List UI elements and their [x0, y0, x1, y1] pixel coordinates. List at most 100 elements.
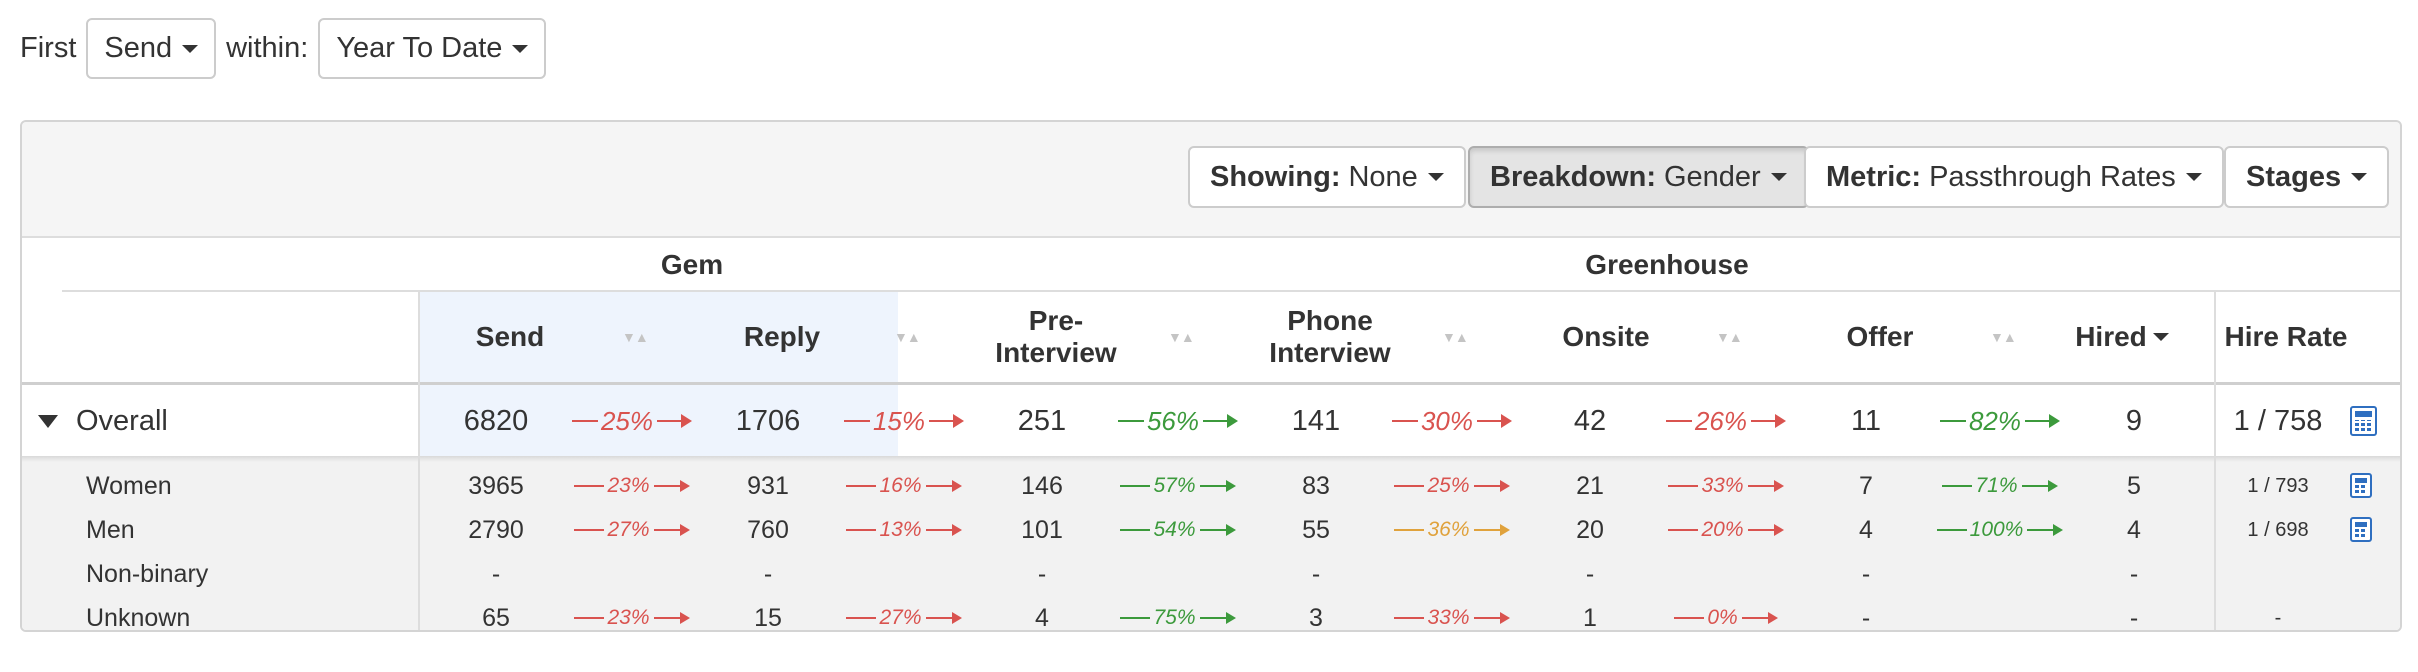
- breakdown-phone-interview-count: 83: [1302, 471, 1330, 500]
- breakdown-hire-rate: 1 / 793: [2247, 474, 2309, 497]
- breakdown-hire-rate: -: [2274, 606, 2282, 629]
- breakdown-pre-interview-count: -: [1037, 559, 1047, 588]
- arrow-line: [1394, 485, 1425, 487]
- timeframe-dropdown[interactable]: Year To Date: [318, 18, 547, 79]
- overall-onsite-count: 42: [1573, 404, 1607, 437]
- arrow-line: [1674, 617, 1705, 619]
- arrow-line: [925, 485, 952, 487]
- col-header-onsite[interactable]: Onsite: [1562, 321, 1650, 352]
- overall-row-toggle[interactable]: Overall: [38, 385, 398, 457]
- showing-dropdown[interactable]: Showing: None: [1188, 146, 1466, 208]
- passthrough-rate-arrow: 13%: [834, 510, 974, 550]
- passthrough-rate-arrow: 33%: [1382, 598, 1522, 630]
- col-header-offer[interactable]: Offer: [1846, 321, 1914, 352]
- overall-pre-interview-count: 251: [1017, 404, 1067, 437]
- passthrough-rate-value: 20%: [1701, 518, 1744, 541]
- col-header-send[interactable]: Send: [475, 321, 545, 352]
- arrow-line: [846, 485, 877, 487]
- passthrough-rate-value: 54%: [1153, 518, 1196, 541]
- passthrough-rate-value: 15%: [872, 405, 926, 436]
- showing-label: Showing:: [1210, 160, 1341, 193]
- passthrough-rate-arrow: 25%: [1382, 466, 1522, 506]
- arrow-line: [1473, 529, 1500, 531]
- panel-toolbar: Showing: None Breakdown: Gender Metric: …: [22, 122, 2400, 238]
- sort-icon[interactable]: ▼▲: [1716, 329, 1743, 345]
- arrow-line: [1117, 420, 1144, 422]
- breakdown-reply-count: -: [763, 559, 773, 588]
- caret-down-icon: [1770, 173, 1787, 181]
- calculator-keys: [2355, 529, 2367, 537]
- arrow-line: [1477, 420, 1502, 422]
- arrow-line: [574, 485, 605, 487]
- col-header-hire-rate[interactable]: Hire Rate: [2224, 321, 2348, 352]
- passthrough-rate-arrow: 56%: [1108, 385, 1248, 457]
- caret-down-icon: [2351, 173, 2368, 181]
- arrow-head-icon: [1775, 414, 1787, 428]
- passthrough-rate-value: 36%: [1427, 518, 1470, 541]
- arrow-line: [1473, 485, 1500, 487]
- breakdown-hired-count: 4: [2127, 515, 2141, 544]
- arrow-line: [1747, 529, 1774, 531]
- breakdown-offer-count: 7: [1859, 471, 1873, 500]
- arrow-head-icon: [1225, 612, 1236, 624]
- breakdown-pre-interview-count: 101: [1021, 515, 1063, 544]
- overall-send-count: 6820: [463, 404, 529, 437]
- breakdown-row-label: Non-binary: [86, 559, 209, 588]
- passthrough-rate-arrow: 25%: [562, 385, 702, 457]
- breakdown-row-label: Women: [86, 471, 172, 500]
- col-header-hired[interactable]: Hired: [2062, 292, 2182, 382]
- passthrough-rate-value: 75%: [1153, 606, 1196, 629]
- overall-hire-rate: 1 / 758: [2233, 404, 2323, 437]
- calculator-screen: [2355, 411, 2372, 417]
- calculator-icon[interactable]: [2350, 473, 2372, 498]
- calculator-screen: [2355, 522, 2367, 527]
- sort-icon[interactable]: ▼▲: [622, 329, 649, 345]
- first-event-value: Send: [104, 32, 173, 64]
- arrow-line: [571, 420, 598, 422]
- col-header-pre-interview[interactable]: Pre- Interview: [995, 305, 1117, 368]
- passthrough-rate-arrow: 75%: [1108, 598, 1248, 630]
- overall-reply-count: 1706: [735, 404, 801, 437]
- sort-icon[interactable]: ▼▲: [894, 329, 921, 345]
- caret-down-icon: [182, 44, 199, 53]
- arrow-line: [1199, 529, 1226, 531]
- arrow-line: [925, 529, 952, 531]
- arrow-line: [1120, 617, 1151, 619]
- first-label: First: [20, 32, 77, 64]
- caret-down-icon: [2185, 173, 2202, 181]
- arrow-line: [843, 420, 870, 422]
- metric-dropdown[interactable]: Metric: Passthrough Rates: [1804, 146, 2224, 208]
- metric-label: Metric:: [1826, 160, 1922, 193]
- col-header-reply[interactable]: Reply: [743, 321, 821, 352]
- stages-dropdown[interactable]: Stages: [2224, 146, 2390, 208]
- arrow-line: [1668, 485, 1699, 487]
- calculator-screen: [2355, 478, 2367, 483]
- calculator-icon[interactable]: [2350, 406, 2377, 436]
- breakdown-offer-count: -: [1861, 559, 1871, 588]
- group-header-greenhouse: Greenhouse: [1585, 249, 1749, 280]
- breakdown-offer-count: -: [1861, 603, 1871, 632]
- sort-icon[interactable]: ▼▲: [1168, 329, 1195, 345]
- showing-value: None: [1348, 160, 1418, 193]
- breakdown-send-count: 2790: [468, 515, 524, 544]
- calculator-icon[interactable]: [2350, 517, 2372, 542]
- passthrough-rate-arrow: 15%: [834, 385, 974, 457]
- breakdown-send-count: 3965: [468, 471, 524, 500]
- first-event-dropdown[interactable]: Send: [86, 18, 217, 79]
- breakdown-dropdown[interactable]: Breakdown: Gender: [1468, 146, 1809, 208]
- passthrough-rate-arrow: 33%: [1656, 466, 1796, 506]
- passthrough-rate-value: 25%: [1427, 474, 1470, 497]
- arrow-line: [1120, 485, 1151, 487]
- passthrough-rate-arrow: 23%: [562, 598, 702, 630]
- arrow-line: [1939, 420, 1966, 422]
- filter-bar: First Send within: Year To Date: [20, 18, 556, 79]
- breakdown-onsite-count: 20: [1576, 515, 1604, 544]
- col-header-phone-interview[interactable]: Phone Interview: [1269, 305, 1391, 368]
- sort-icon[interactable]: ▼▲: [1990, 329, 2017, 345]
- arrow-head-icon: [1225, 524, 1236, 536]
- arrow-head-icon: [1773, 480, 1784, 492]
- arrow-head-icon: [679, 524, 690, 536]
- sort-icon[interactable]: ▼▲: [1442, 329, 1469, 345]
- arrow-line: [653, 617, 680, 619]
- arrow-line: [1394, 529, 1425, 531]
